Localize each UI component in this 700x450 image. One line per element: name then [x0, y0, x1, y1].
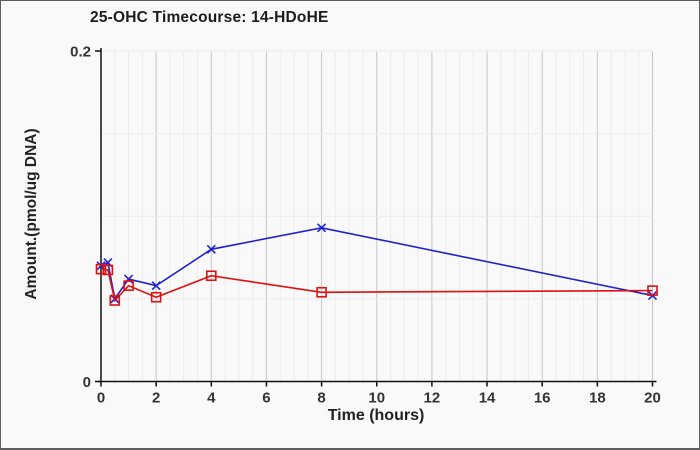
x-tick-label: 6	[262, 390, 270, 407]
x-axis-title: Time (hours)	[327, 407, 425, 424]
chart-title: 25-OHC Timecourse: 14-HDoHE	[90, 9, 329, 26]
x-tick-label: 4	[207, 390, 216, 407]
y-tick-labels: 00.2	[70, 44, 101, 391]
x-tick-labels: 0 2 4 6 8 10 12 14 16 18 20	[97, 381, 661, 407]
x-tick-label: 20	[644, 390, 661, 407]
x-tick-label: 10	[368, 390, 385, 407]
series-blue-x-markers	[96, 223, 658, 304]
y-tick-label: 0	[83, 374, 91, 391]
gridlines	[101, 50, 653, 382]
y-tick-label: 0.2	[70, 44, 91, 61]
x-tick-label: 0	[97, 390, 105, 407]
x-tick-label: 2	[152, 390, 160, 407]
series-red-open-squares	[95, 263, 658, 306]
x-tick-label: 8	[317, 390, 325, 407]
x-tick-label: 16	[534, 390, 551, 407]
x-tick-label: 12	[424, 390, 441, 407]
x-tick-label: 14	[479, 390, 496, 407]
x-tick-label: 18	[589, 390, 606, 407]
